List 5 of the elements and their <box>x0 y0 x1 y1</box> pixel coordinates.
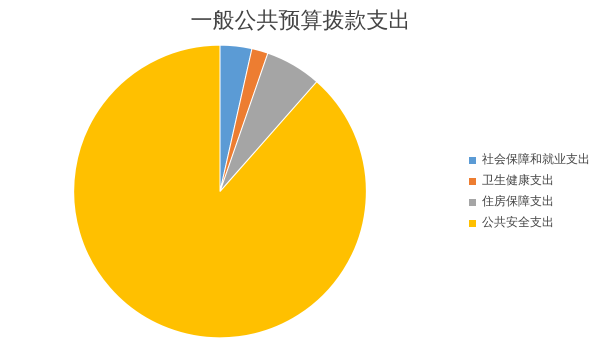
legend-label: 公共安全支出 <box>482 214 554 231</box>
chart-title: 一般公共预算拨款支出 <box>190 8 410 32</box>
legend-label: 社会保障和就业支出 <box>482 151 590 168</box>
legend-label: 卫生健康支出 <box>482 172 554 189</box>
legend-label: 住房保障支出 <box>482 193 554 210</box>
